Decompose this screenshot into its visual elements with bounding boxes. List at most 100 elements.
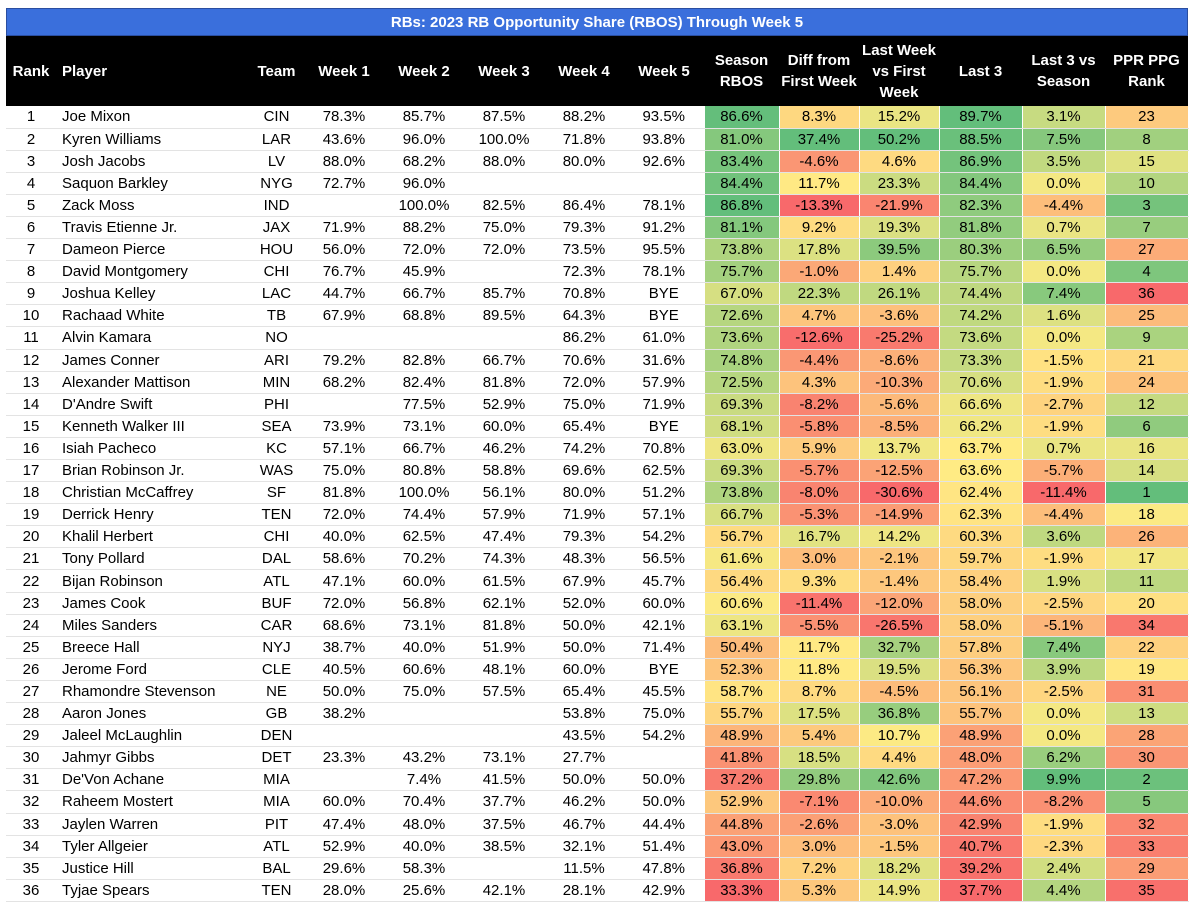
cell-player: De'Von Achane <box>56 768 249 792</box>
cell-week-2: 60.0% <box>384 569 464 593</box>
cell-last-3: 84.4% <box>938 172 1023 195</box>
cell-week-3: 75.0% <box>464 216 544 240</box>
cell-diff-first-week: 37.4% <box>778 128 860 151</box>
cell-season-rbos: 83.4% <box>703 150 780 173</box>
cell-week-4: 74.2% <box>544 437 624 461</box>
cell-week-3: 51.9% <box>464 636 544 659</box>
cell-week-1: 56.0% <box>304 238 384 262</box>
cell-player: Jaleel McLaughlin <box>56 724 249 748</box>
cell-week-2: 100.0% <box>384 194 464 217</box>
cell-player: Travis Etienne Jr. <box>56 216 249 240</box>
cell-last-3: 60.3% <box>938 525 1023 549</box>
cell-week-5: 71.4% <box>624 636 704 659</box>
table-row: 25 Breece Hall NYJ 38.7% 40.0% 51.9% 50.0% 71.4… <box>6 636 1189 659</box>
header-rank: Rank <box>12 62 50 80</box>
cell-diff-first-week: -8.2% <box>778 393 860 416</box>
cell-last-3: 58.0% <box>938 614 1023 637</box>
table-row: 11 Alvin Kamara NO 86.2% 61.0% 73.6% -12.6% -25… <box>6 326 1189 350</box>
cell-week-4: 64.3% <box>544 304 624 328</box>
cell-week-4: 43.5% <box>544 724 624 748</box>
cell-player: Brian Robinson Jr. <box>56 459 249 483</box>
cell-last-3: 48.9% <box>938 724 1023 748</box>
cell-ppr-ppg-rank: 3 <box>1104 194 1189 217</box>
cell-week-3: 56.1% <box>464 481 544 505</box>
cell-last3-vs-season: -11.4% <box>1021 481 1106 505</box>
cell-diff-first-week: 17.5% <box>778 702 860 726</box>
cell-week-2: 62.5% <box>384 525 464 549</box>
cell-diff-first-week: -7.1% <box>778 790 860 814</box>
cell-week-5: BYE <box>624 415 704 438</box>
cell-week-1: 78.3% <box>304 106 384 129</box>
cell-player: Kenneth Walker III <box>56 415 249 438</box>
cell-rank: 1 <box>6 106 56 129</box>
cell-week-2: 73.1% <box>384 415 464 438</box>
cell-last-vs-first: -5.6% <box>858 393 940 416</box>
cell-week-5: 42.1% <box>624 614 704 637</box>
cell-ppr-ppg-rank: 6 <box>1104 415 1189 438</box>
table-row: 12 James Conner ARI 79.2% 82.8% 66.7% 70.6% 31.… <box>6 349 1189 372</box>
cell-rank: 29 <box>6 724 56 748</box>
cell-last3-vs-season: -1.9% <box>1021 371 1106 394</box>
table-row: 31 De'Von Achane MIA 7.4% 41.5% 50.0% 50.0% 37.… <box>6 768 1189 792</box>
header-week-2: Week 2 <box>398 62 450 80</box>
cell-week-2: 73.1% <box>384 614 464 637</box>
cell-week-1: 44.7% <box>304 282 384 306</box>
cell-season-rbos: 68.1% <box>703 415 780 438</box>
cell-week-4: 88.2% <box>544 106 624 129</box>
cell-week-4: 50.0% <box>544 768 624 792</box>
cell-week-2: 77.5% <box>384 393 464 416</box>
cell-team: WAS <box>249 459 304 483</box>
cell-week-5: 45.5% <box>624 680 704 704</box>
cell-season-rbos: 86.8% <box>703 194 780 217</box>
cell-last-vs-first: -25.2% <box>858 326 940 350</box>
cell-last-vs-first: 14.2% <box>858 525 940 549</box>
cell-week-5: 95.5% <box>624 238 704 262</box>
cell-last3-vs-season: -1.5% <box>1021 349 1106 372</box>
cell-last-3: 56.3% <box>938 658 1023 681</box>
cell-rank: 32 <box>6 790 56 814</box>
cell-week-5: 57.9% <box>624 371 704 394</box>
cell-player: Jerome Ford <box>56 658 249 681</box>
cell-week-5: 47.8% <box>624 857 704 880</box>
cell-rank: 19 <box>6 503 56 527</box>
cell-last3-vs-season: 0.7% <box>1021 437 1106 461</box>
table-row: 22 Bijan Robinson ATL 47.1% 60.0% 61.5% 67.9% 4… <box>6 569 1189 593</box>
cell-diff-first-week: -11.4% <box>778 592 860 615</box>
cell-rank: 18 <box>6 481 56 505</box>
cell-rank: 21 <box>6 547 56 571</box>
cell-last-vs-first: 19.5% <box>858 658 940 681</box>
cell-rank: 20 <box>6 525 56 549</box>
cell-ppr-ppg-rank: 25 <box>1104 304 1189 328</box>
cell-rank: 2 <box>6 128 56 151</box>
cell-team: DEN <box>249 724 304 748</box>
cell-week-1: 29.6% <box>304 857 384 880</box>
table-row: 8 David Montgomery CHI 76.7% 45.9% 72.3% 78.1%… <box>6 260 1189 284</box>
cell-last-vs-first: -1.4% <box>858 569 940 593</box>
cell-rank: 35 <box>6 857 56 880</box>
cell-last-vs-first: -4.5% <box>858 680 940 704</box>
cell-week-2: 68.2% <box>384 150 464 173</box>
table-row: 17 Brian Robinson Jr. WAS 75.0% 80.8% 58.8% 69… <box>6 459 1189 483</box>
cell-ppr-ppg-rank: 18 <box>1104 503 1189 527</box>
cell-team: TEN <box>249 503 304 527</box>
cell-week-3: 61.5% <box>464 569 544 593</box>
cell-player: Christian McCaffrey <box>56 481 249 505</box>
cell-last-vs-first: 19.3% <box>858 216 940 240</box>
cell-last-vs-first: 15.2% <box>858 106 940 129</box>
cell-team: MIA <box>249 768 304 792</box>
cell-last-3: 80.3% <box>938 238 1023 262</box>
cell-rank: 3 <box>6 150 56 173</box>
cell-week-1 <box>304 194 384 217</box>
cell-team: SEA <box>249 415 304 438</box>
cell-team: TB <box>249 304 304 328</box>
cell-season-rbos: 84.4% <box>703 172 780 195</box>
cell-week-2: 48.0% <box>384 813 464 836</box>
cell-player: Rachaad White <box>56 304 249 328</box>
cell-last3-vs-season: 0.7% <box>1021 216 1106 240</box>
table-row: 36 Tyjae Spears TEN 28.0% 25.6% 42.1% 28.1% 42.… <box>6 879 1189 902</box>
cell-week-4: 70.8% <box>544 282 624 306</box>
cell-ppr-ppg-rank: 27 <box>1104 238 1189 262</box>
cell-ppr-ppg-rank: 13 <box>1104 702 1189 726</box>
table-row: 29 Jaleel McLaughlin DEN 43.5% 54.2% 48.9% 5.4… <box>6 724 1189 748</box>
cell-rank: 4 <box>6 172 56 195</box>
